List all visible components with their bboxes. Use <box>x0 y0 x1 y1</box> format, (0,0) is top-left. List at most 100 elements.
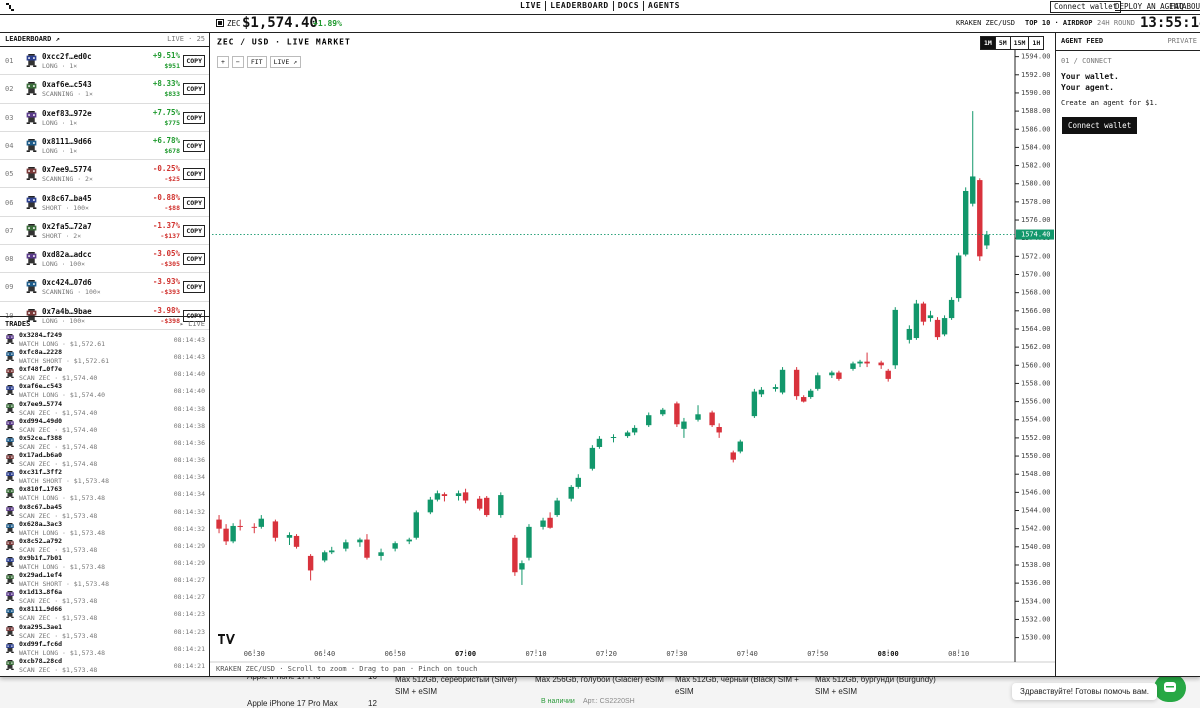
copy-button[interactable]: COPY <box>183 168 205 181</box>
avatar-pixel <box>6 438 14 442</box>
round-time: 13:55:14 <box>1140 15 1200 31</box>
candle-body <box>216 519 222 529</box>
trade-address: 0x7ee9…5774 <box>19 399 63 408</box>
avatar-pixel <box>33 311 35 314</box>
address[interactable]: 0xaf6e…c543 <box>42 80 92 90</box>
timeframe-button[interactable]: 5M <box>994 37 1010 49</box>
zoom-control[interactable]: − <box>231 56 244 68</box>
copy-button[interactable]: COPY <box>183 224 205 237</box>
avatar-pixel <box>26 121 30 124</box>
avatar-pixel <box>26 197 37 202</box>
address[interactable]: 0xc424…07d6 <box>42 278 92 288</box>
avatar-pixel <box>26 55 37 61</box>
address[interactable]: 0xd82a…adcc <box>42 250 92 260</box>
faq-link[interactable]: FAQ <box>1170 2 1184 11</box>
avatar-pixel <box>28 170 30 173</box>
trade-action: WATCH LONG · $1,573.48 <box>19 648 106 657</box>
avatar-pixel <box>6 643 14 648</box>
promo: TOP 10 · AIRDROP <box>1025 19 1093 27</box>
trade-action: SCAN ZEC · $1,574.40 <box>19 374 98 383</box>
candle-body <box>737 441 743 452</box>
zoom-control[interactable]: + <box>217 56 229 68</box>
timeframe-button[interactable]: 1H <box>1028 37 1044 49</box>
copy-button[interactable]: COPY <box>183 281 205 294</box>
candle-body <box>758 389 765 395</box>
avatar-pixel <box>28 311 30 314</box>
nav-link[interactable]: DOCS <box>612 1 643 11</box>
logo[interactable] <box>5 2 15 12</box>
timeframe-button[interactable]: 15M <box>1009 37 1029 49</box>
y-tick-label: 1572.00 <box>1021 252 1051 260</box>
trade-action: SCAN ZEC · $1,573.48 <box>19 665 98 674</box>
avatar-pixel <box>6 489 14 494</box>
about-link[interactable]: ABOUT <box>1182 2 1200 11</box>
copy-button[interactable]: COPY <box>183 139 205 152</box>
connect-wallet-button[interactable]: Connect wallet <box>1050 1 1122 13</box>
copy-button[interactable]: COPY <box>183 111 205 124</box>
candle-body <box>962 190 969 255</box>
address[interactable]: 0xef83…972e <box>42 108 92 118</box>
address[interactable]: 0xcc2f…ed0c <box>42 52 92 61</box>
avatar-pixel <box>7 456 9 458</box>
avatar-pixel <box>6 617 9 619</box>
agent-title: AGENT FEED <box>1061 37 1104 45</box>
avatar <box>6 471 14 482</box>
nav-links: LIVE LEADERBOARD DOCS AGENTS <box>516 1 684 11</box>
avatar-pixel <box>11 377 14 379</box>
avatar <box>6 402 14 413</box>
deploy-link[interactable]: DEPLOY AN AGENT <box>1115 2 1183 11</box>
avatar-pixel <box>6 394 9 396</box>
avatar-pixel <box>11 428 14 430</box>
address[interactable]: 0x7a4b…9bae <box>42 306 92 316</box>
trade-address: 0xf48f…0f7e <box>19 365 63 374</box>
chat-button[interactable] <box>1154 674 1186 702</box>
rank: 06 <box>5 198 14 207</box>
leaderboard-title[interactable]: LEADERBOARD ↗ <box>5 35 60 43</box>
address[interactable]: 0x8111…9d66 <box>42 136 92 146</box>
candle-body <box>568 486 574 499</box>
nav-link[interactable]: AGENTS <box>643 1 684 11</box>
candle-body <box>526 526 532 558</box>
address[interactable]: 0x7ee9…5774 <box>42 165 92 175</box>
candle-body <box>364 539 370 558</box>
copy-button[interactable]: COPY <box>183 253 205 266</box>
y-tick-label: 1592.00 <box>1021 71 1051 79</box>
trade-address: 0x628a…3ac3 <box>19 519 63 528</box>
leaderboard-row: 04 0x8111…9d66 LONG · 1× +6.78% $678 COPY <box>0 132 209 161</box>
nav-link[interactable]: LIVE <box>520 1 542 10</box>
avatar-pixel <box>6 428 9 430</box>
avatar-pixel <box>33 121 37 124</box>
avatar-pixel <box>7 647 13 652</box>
agent-connect-button[interactable]: Connect wallet <box>1062 117 1138 134</box>
zoom-control[interactable]: FIT <box>246 56 267 68</box>
avatar-pixel <box>26 178 30 181</box>
copy-button[interactable]: COPY <box>183 196 205 209</box>
copy-button[interactable]: COPY <box>183 83 205 96</box>
address[interactable]: 0x2fa5…72a7 <box>42 221 92 231</box>
y-tick-label: 1556.00 <box>1021 398 1051 406</box>
avatar-pixel <box>6 592 14 597</box>
avatar-pixel <box>28 255 30 257</box>
avatar-pixel <box>11 559 13 561</box>
y-tick-label: 1578.00 <box>1021 198 1051 206</box>
trade-time: 08:14:38 <box>173 404 205 413</box>
nav-link[interactable]: LEADERBOARD <box>545 1 612 11</box>
avatar-pixel <box>7 488 13 490</box>
timeframe-button[interactable]: 1M <box>981 37 995 49</box>
address[interactable]: 0x8c67…ba45 <box>42 193 92 203</box>
zoom-control[interactable]: LIVE ↗ <box>269 56 302 68</box>
avatar-pixel <box>28 167 35 169</box>
chart-logo <box>218 634 235 644</box>
avatar-pixel <box>7 610 9 613</box>
copy-button[interactable]: COPY <box>183 55 205 67</box>
avatar-pixel <box>7 542 9 544</box>
avatar-pixel <box>28 227 30 229</box>
trade-row: 0xd994…49d0 SCAN ZEC · $1,574.40 08:14:38 <box>0 417 209 434</box>
pnl: $678 <box>164 146 180 155</box>
copy-button[interactable]: COPY <box>183 309 205 322</box>
candlestick-chart[interactable]: ZEC / USD · LIVE MARKET KRAKEN ZEC/USD ·… <box>210 33 1055 676</box>
avatar <box>26 252 37 266</box>
background-text: Арт.: CS2220SH <box>583 698 635 705</box>
avatar-pixel <box>7 659 13 662</box>
background-text: Apple iPhone 17 Pro Max <box>247 699 338 708</box>
